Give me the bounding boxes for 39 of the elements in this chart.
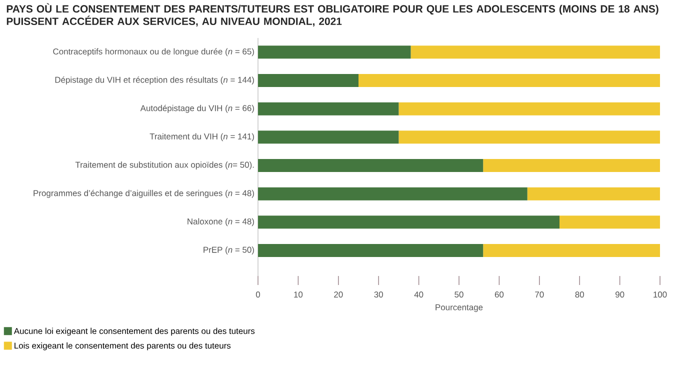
chart-title: PAYS OÙ LE CONSENTEMENT DES PARENTS/TUTEURS EST OBLIGATOIRE POUR QUE LES ADOLESCENTS (MOINS DE 18 ANS) PUISSENT ACCÉDER AUX SERVICES, AU NIVEAU MONDIAL, 2021 [6,3,658,27]
x-tick-label: 60 [494,292,504,298]
y-tick-label: PrEP (n = 50) [204,246,254,254]
bar [258,159,484,172]
bar [258,46,411,59]
bar [358,74,660,88]
bar [560,216,660,229]
y-tick-label: Naloxone (n = 48) [188,218,254,226]
x-tick-label: 40 [414,292,424,298]
bar [258,187,528,200]
y-tick-label: Traitement du VIH (n = 141) [150,133,254,142]
x-tick-label: 10 [294,292,303,298]
bar [410,46,660,59]
bar [398,102,660,116]
x-tick-label: 100 [654,292,667,298]
x-tick-label: 30 [374,292,383,298]
y-tick-label: Contraceptifs hormonaux ou de longue durée (n = 65) [53,48,254,56]
bar [258,102,399,116]
bar [258,130,399,144]
bar [483,244,660,258]
legend-label: Lois exigeant le consentement des parents ou des tuteurs [14,342,231,350]
y-tick-label: Autodépistage du VIH (n = 66) [140,104,254,113]
x-tick-label: 70 [535,292,544,298]
x-axis-title: Pourcentage [436,304,483,312]
y-tick-label: Programmes d’échange d’aiguilles et de seringues (n = 48) [34,190,254,198]
bar [483,159,660,172]
bar [258,244,484,258]
bar [258,216,560,229]
x-tick-label: 0 [256,292,260,298]
x-tick-label: 90 [615,292,624,298]
y-tick-label: Dépistage du VIH et réception des résultats (n = 144) [55,76,254,84]
x-tick-label: 80 [575,292,584,298]
y-tick-label: Traitement de substitution aux opioïdes (n= 50). [75,162,254,170]
bar [398,130,660,144]
bar [527,187,660,200]
legend-label: Aucune loi exigeant le consentement des parents ou des tuteurs [14,328,255,336]
x-tick-label: 50 [454,292,464,298]
bar [258,74,358,88]
x-tick-label: 20 [334,292,343,298]
